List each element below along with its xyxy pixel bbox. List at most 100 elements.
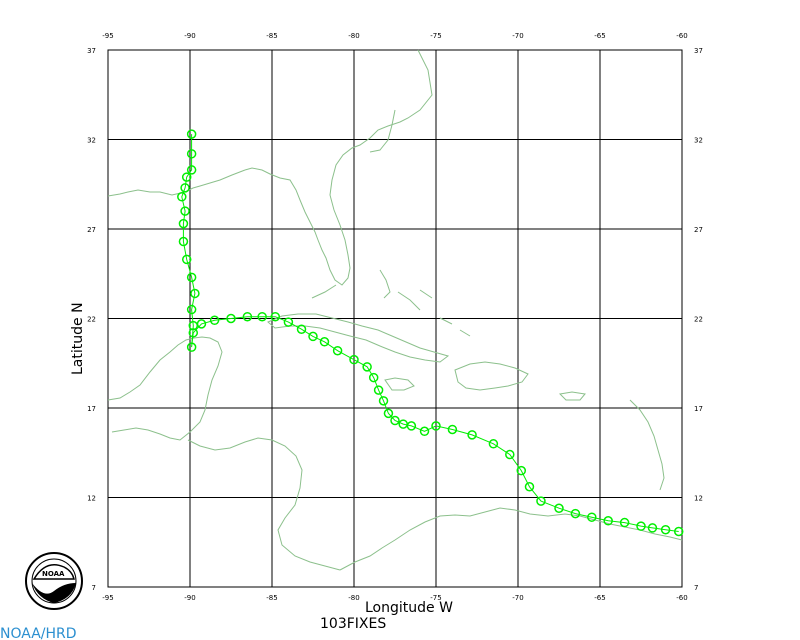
- track-fix-marker: [362, 362, 372, 372]
- track-fix-marker: [587, 512, 597, 522]
- x-tick-label: -60: [676, 594, 687, 602]
- lesser-antilles-outline: [629, 399, 665, 491]
- x-tick-label: -70: [512, 32, 523, 40]
- track-fix-marker: [398, 419, 408, 429]
- x-tick-labels-top: -95 -90 -85 -80 -75 -70 -65 -60: [102, 32, 687, 40]
- track-fix-marker: [467, 430, 477, 440]
- track-fix-marker: [283, 317, 294, 327]
- track-fix-marker: [660, 524, 671, 535]
- track-fix-marker: [177, 192, 187, 202]
- track-fix-marker: [186, 165, 197, 175]
- track-fix-marker: [368, 372, 379, 383]
- track-fix-marker: [603, 516, 613, 526]
- x-tick-label: -75: [430, 594, 441, 602]
- noaa-logo-icon: NOAA: [25, 552, 83, 610]
- track-fix-marker: [178, 218, 189, 229]
- x-tick-label: -65: [594, 594, 605, 602]
- track-fix-marker: [332, 345, 343, 356]
- x-tick-labels-bottom: -95 -90 -85 -80 -75 -70 -65 -60: [102, 594, 687, 602]
- puerto-rico-outline: [558, 391, 586, 401]
- track-line: [181, 134, 679, 532]
- logo-text: NOAA: [42, 570, 65, 578]
- track-fix-marker: [516, 465, 527, 476]
- track-fix-marker: [257, 311, 267, 322]
- track-fix-marker: [570, 508, 581, 519]
- y-tick-label: 37: [87, 47, 96, 55]
- track-fix-marker: [180, 206, 190, 216]
- track-fix-marker: [209, 315, 220, 326]
- track-fix-marker: [188, 320, 199, 331]
- florida-keys-outline: [311, 284, 337, 299]
- south-america-coastline: [339, 507, 683, 571]
- lat-lon-grid: [107, 49, 683, 588]
- x-axis-title: Longitude W: [365, 600, 453, 616]
- coastlines: [107, 49, 683, 571]
- x-tick-label: -80: [348, 594, 359, 602]
- track-fix-marker: [308, 331, 318, 342]
- mexico-coastline: [107, 336, 223, 441]
- track-fix-marker: [505, 449, 515, 460]
- y-tick-label: 12: [694, 495, 703, 503]
- track-fix-marker: [319, 337, 330, 347]
- track-fix-marker: [226, 313, 236, 324]
- hispaniola-outline: [454, 361, 529, 391]
- track-fix-marker: [431, 421, 441, 431]
- track-fix-marker: [524, 482, 535, 492]
- track-fix-marker: [186, 149, 197, 159]
- track-fix-marker: [186, 129, 197, 139]
- y-tick-label: 22: [694, 316, 703, 324]
- track-fix-marker: [554, 503, 564, 513]
- x-tick-label: -90: [184, 594, 195, 602]
- track-fix-marker: [181, 254, 192, 265]
- jamaica-outline: [384, 377, 415, 391]
- track-fix-marker: [636, 521, 646, 531]
- track-fix-marker: [188, 328, 199, 338]
- gulf-coastline: [107, 169, 246, 197]
- track-fix-marker: [178, 236, 189, 247]
- track-fix-marker: [488, 439, 499, 449]
- track-fix-marker: [181, 172, 192, 182]
- track-fix-marker: [390, 415, 400, 426]
- track-fix-marker: [419, 426, 430, 437]
- track-fix-marker: [673, 526, 684, 537]
- x-tick-label: -60: [676, 32, 687, 40]
- track-fix-marker: [296, 324, 307, 334]
- credit-label: NOAA/HRD: [0, 626, 77, 640]
- track-fix-marker: [242, 311, 253, 322]
- track-fix-marker: [270, 311, 281, 322]
- storm-track: [177, 129, 684, 537]
- y-tick-labels-left: 37 32 27 22 17 12 7: [87, 47, 96, 592]
- us-east-coastline: [244, 49, 433, 286]
- x-tick-label: -90: [184, 32, 195, 40]
- x-tick-label: -70: [512, 594, 523, 602]
- y-tick-label: 37: [694, 47, 703, 55]
- y-tick-label: 17: [694, 405, 703, 413]
- central-america-coastline: [187, 437, 341, 571]
- y-tick-label: 27: [87, 226, 96, 234]
- track-fix-marker: [619, 517, 630, 528]
- y-tick-label: 27: [694, 226, 703, 234]
- track-fix-marker: [378, 396, 389, 406]
- track-fix-marker: [186, 272, 197, 283]
- track-fix-marker: [180, 183, 190, 193]
- track-fix-marker: [186, 342, 197, 352]
- track-fix-marker: [373, 385, 384, 395]
- track-fix-marker: [186, 304, 197, 315]
- y-tick-label: 7: [92, 584, 96, 592]
- track-fix-marker: [536, 496, 546, 506]
- y-tick-label: 17: [87, 405, 96, 413]
- track-fix-marker: [383, 408, 394, 419]
- cuba-outline: [267, 313, 450, 363]
- y-axis-title: Latitude N: [70, 302, 86, 375]
- x-tick-label: -75: [430, 32, 441, 40]
- y-tick-label: 32: [87, 137, 96, 145]
- x-tick-label: -80: [348, 32, 359, 40]
- x-tick-label: -85: [266, 32, 277, 40]
- y-tick-labels-right: 37 32 27 22 17 12 7: [694, 47, 703, 592]
- bahamas-outline: [379, 269, 471, 337]
- track-fix-marker: [349, 354, 359, 365]
- y-tick-label: 12: [87, 495, 96, 503]
- y-tick-label: 22: [87, 316, 96, 324]
- chesapeake-outline: [369, 109, 396, 153]
